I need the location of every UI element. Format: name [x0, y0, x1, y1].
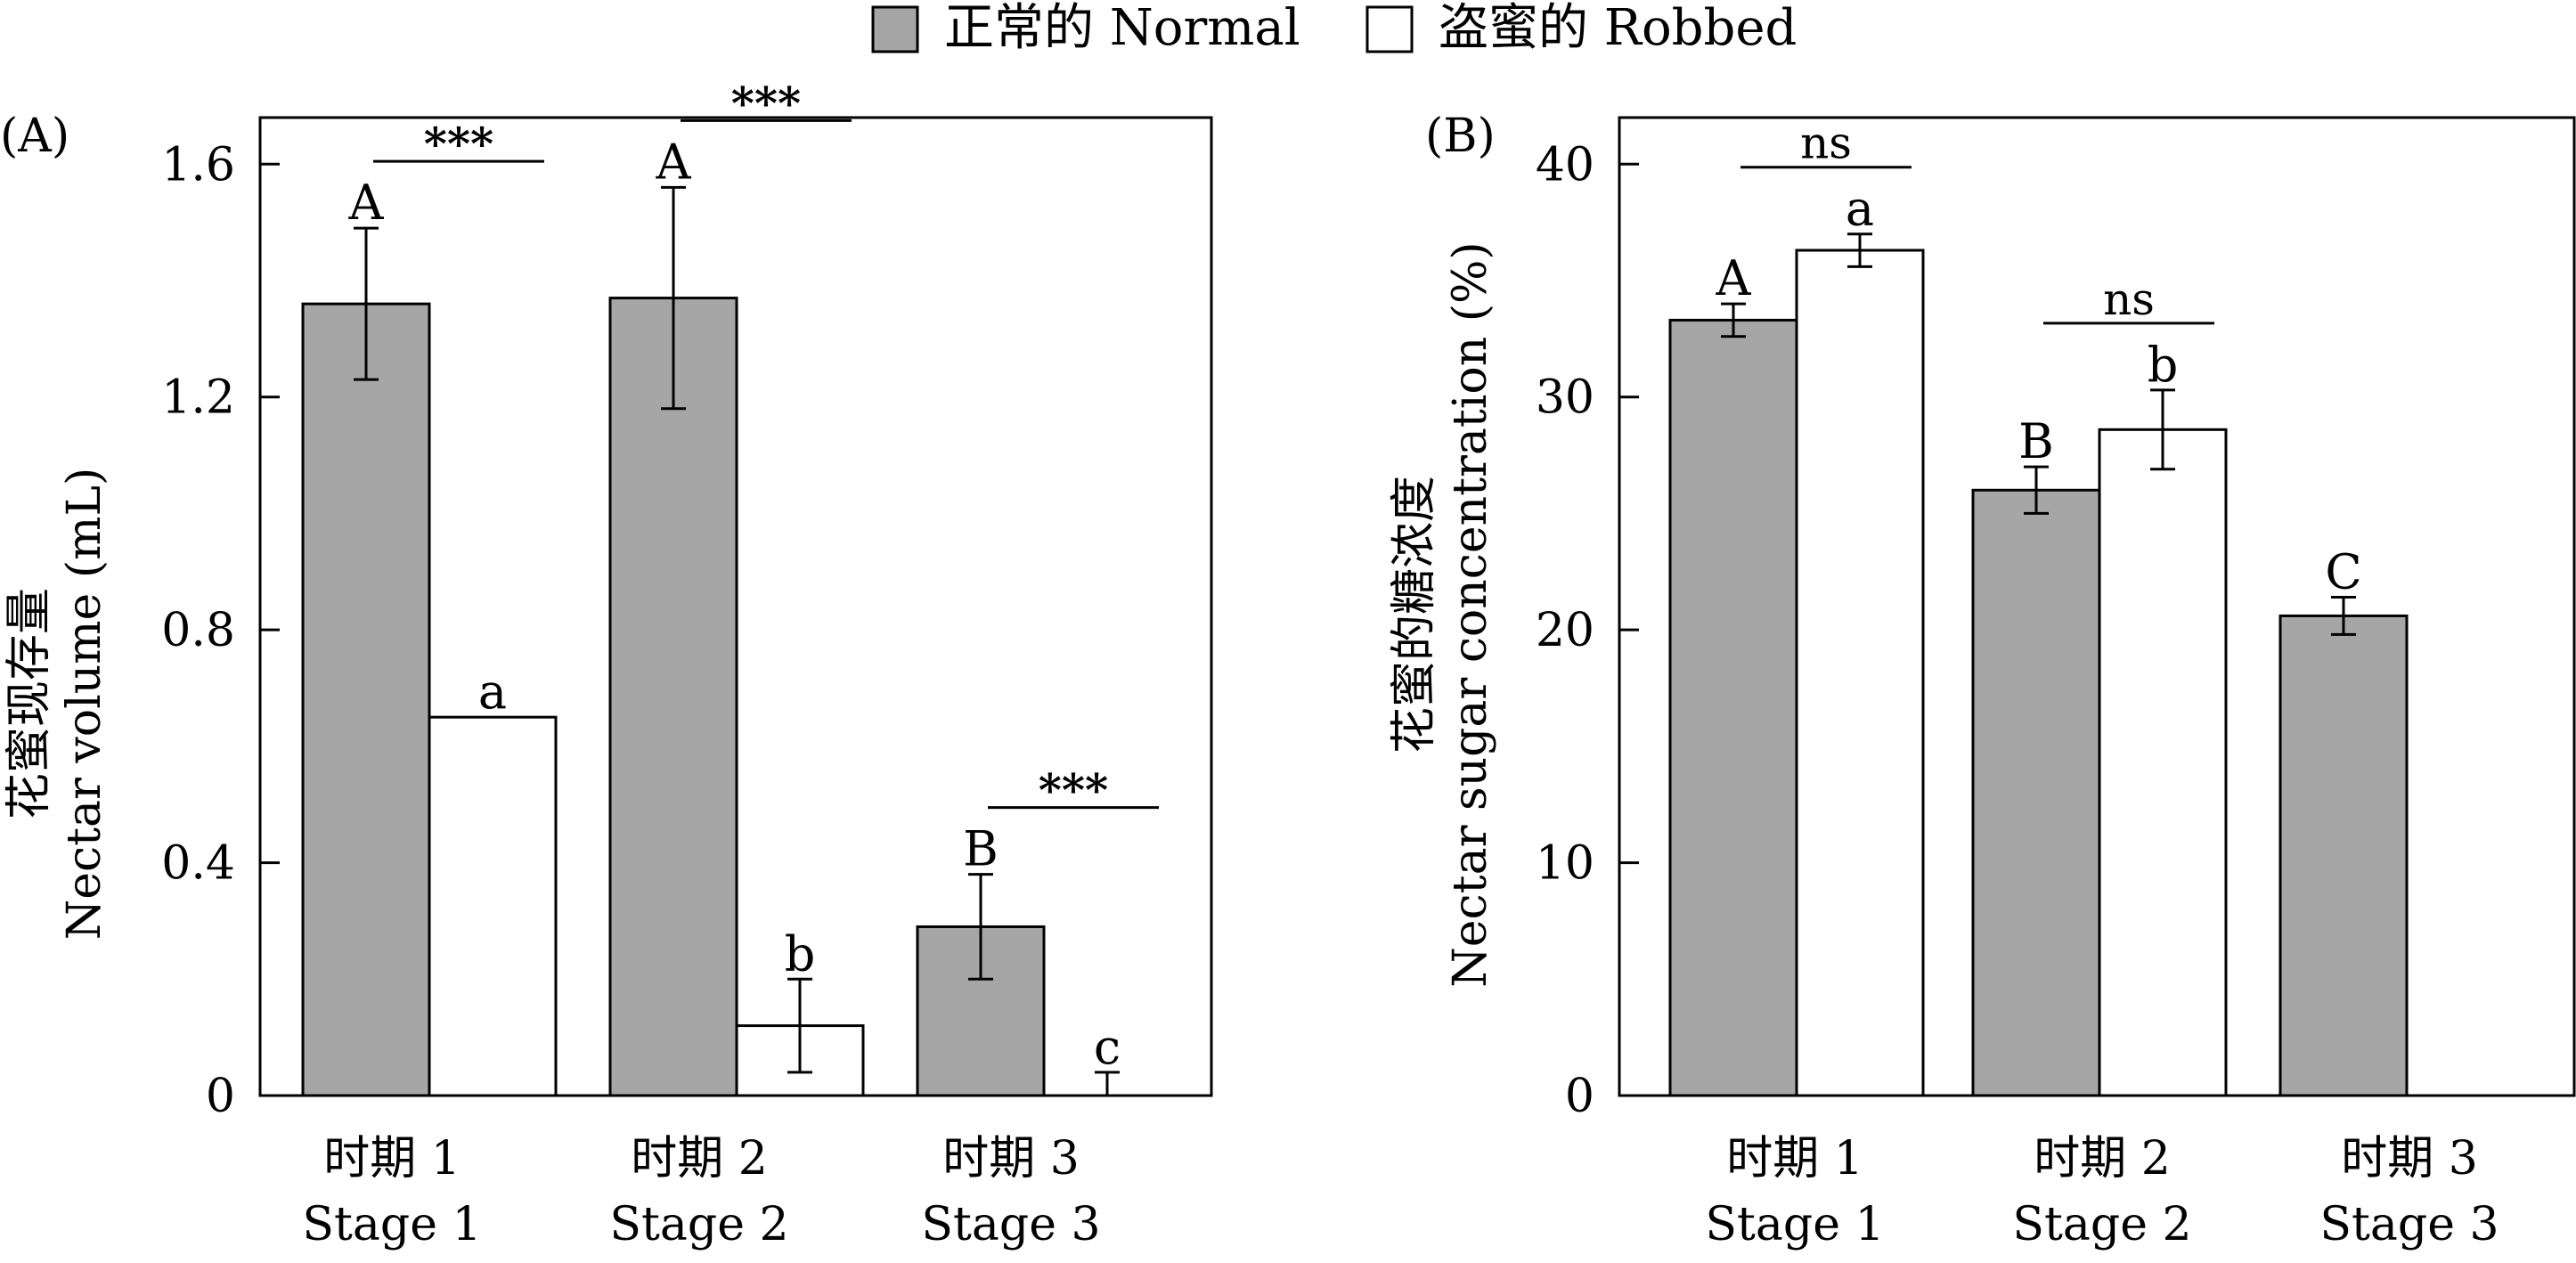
panel-b-bar-robbed — [2098, 428, 2228, 1097]
panel-a-significance-letter: b — [785, 925, 816, 982]
panel-a-bar-normal — [301, 302, 431, 1097]
legend-swatch-robbed — [1365, 5, 1414, 53]
panel-a-category-label-en: Stage 2 — [609, 1198, 788, 1251]
panel-a-ylabel-cn: 花蜜现存量 — [3, 588, 56, 819]
panel-b-bar-normal — [2278, 614, 2409, 1097]
panel-b-category-label-en: Stage 1 — [1705, 1198, 1884, 1251]
panel-a-category-label-cn: 时期 3 — [942, 1132, 1080, 1186]
panel-b-ytick-label: 10 — [1536, 837, 1594, 891]
panel-b: (B) 花蜜的糖浓度 Nectar sugar concentration (%… — [1388, 110, 2576, 1251]
panel-b-ytick-label: 20 — [1536, 604, 1594, 657]
panel-a-bar-robbed — [428, 715, 558, 1097]
legend-swatch-normal — [871, 5, 919, 53]
panel-b-significance-letter: b — [2148, 337, 2179, 393]
panel-b-comparison-label: ns — [1800, 118, 1852, 169]
panel-a-category-label-cn: 时期 1 — [323, 1132, 461, 1186]
panel-b-significance-letter: a — [1846, 181, 1874, 237]
panel-a-significance-letter: B — [963, 821, 999, 877]
panel-b-significance-letter: B — [2018, 413, 2054, 469]
panel-a: (A) 花蜜现存量 Nectar volume (mL) 0 0.4 0.8 1.2 1… — [0, 77, 1213, 1251]
panel-a-significance-letter: a — [478, 664, 507, 720]
panel-b-ytick-label: 40 — [1536, 138, 1594, 191]
legend-label-robbed: 盗蜜的 Robbed — [1439, 0, 1797, 57]
legend: 正常的 Normal 盗蜜的 Robbed — [871, 0, 1797, 57]
panel-b-category-label-en: Stage 2 — [2012, 1198, 2191, 1251]
legend-label-normal: 正常的 Normal — [944, 0, 1300, 57]
panel-b-comparison-label: ns — [2103, 273, 2155, 325]
panel-b-category-label-cn: 时期 1 — [1726, 1132, 1863, 1186]
panel-a-ylabel-en: Nectar volume (mL) — [58, 468, 111, 941]
panel-a-category-label-en: Stage 3 — [921, 1198, 1100, 1251]
panel-a-label: (A) — [0, 110, 69, 163]
panel-a-ytick-label: 1.6 — [161, 138, 235, 191]
panel-a-category-label-cn: 时期 2 — [631, 1132, 768, 1186]
panel-b-ytick-label: 0 — [1565, 1070, 1594, 1123]
panel-a-comparison-label: *** — [1039, 764, 1108, 817]
panel-b-bar-normal — [1971, 488, 2101, 1097]
panel-a-ytick-label: 0 — [206, 1070, 235, 1123]
panel-a-category-label-en: Stage 1 — [302, 1198, 481, 1251]
panel-a-ytick-label: 0.8 — [161, 604, 235, 657]
panel-b-ylabel-en: Nectar sugar concentration (%) — [1444, 241, 1497, 987]
panel-b-ytick-label: 30 — [1536, 371, 1594, 425]
panel-b-category-label-en: Stage 3 — [2319, 1198, 2499, 1251]
panel-a-comparison-label: *** — [424, 118, 493, 170]
panel-b-ylabel-cn: 花蜜的糖浓度 — [1388, 476, 1441, 754]
panel-b-bar-robbed — [1795, 249, 1925, 1097]
panel-b-significance-letter: C — [2325, 544, 2361, 600]
panel-a-significance-letter: A — [348, 175, 385, 231]
panel-a-significance-letter: c — [1094, 1019, 1121, 1075]
panel-a-ytick-label: 1.2 — [161, 371, 235, 425]
panel-b-category-label-cn: 时期 3 — [2341, 1132, 2478, 1186]
panel-b-bar-normal — [1668, 318, 1798, 1097]
panel-b-significance-letter: A — [1716, 250, 1752, 306]
panel-b-category-label-cn: 时期 2 — [2034, 1132, 2171, 1186]
panel-a-ytick-label: 0.4 — [161, 837, 235, 891]
panel-a-significance-letter: A — [656, 134, 692, 190]
panel-b-label: (B) — [1425, 110, 1496, 163]
panel-a-bar-normal — [608, 297, 738, 1097]
panel-a-comparison-label: *** — [731, 77, 801, 129]
